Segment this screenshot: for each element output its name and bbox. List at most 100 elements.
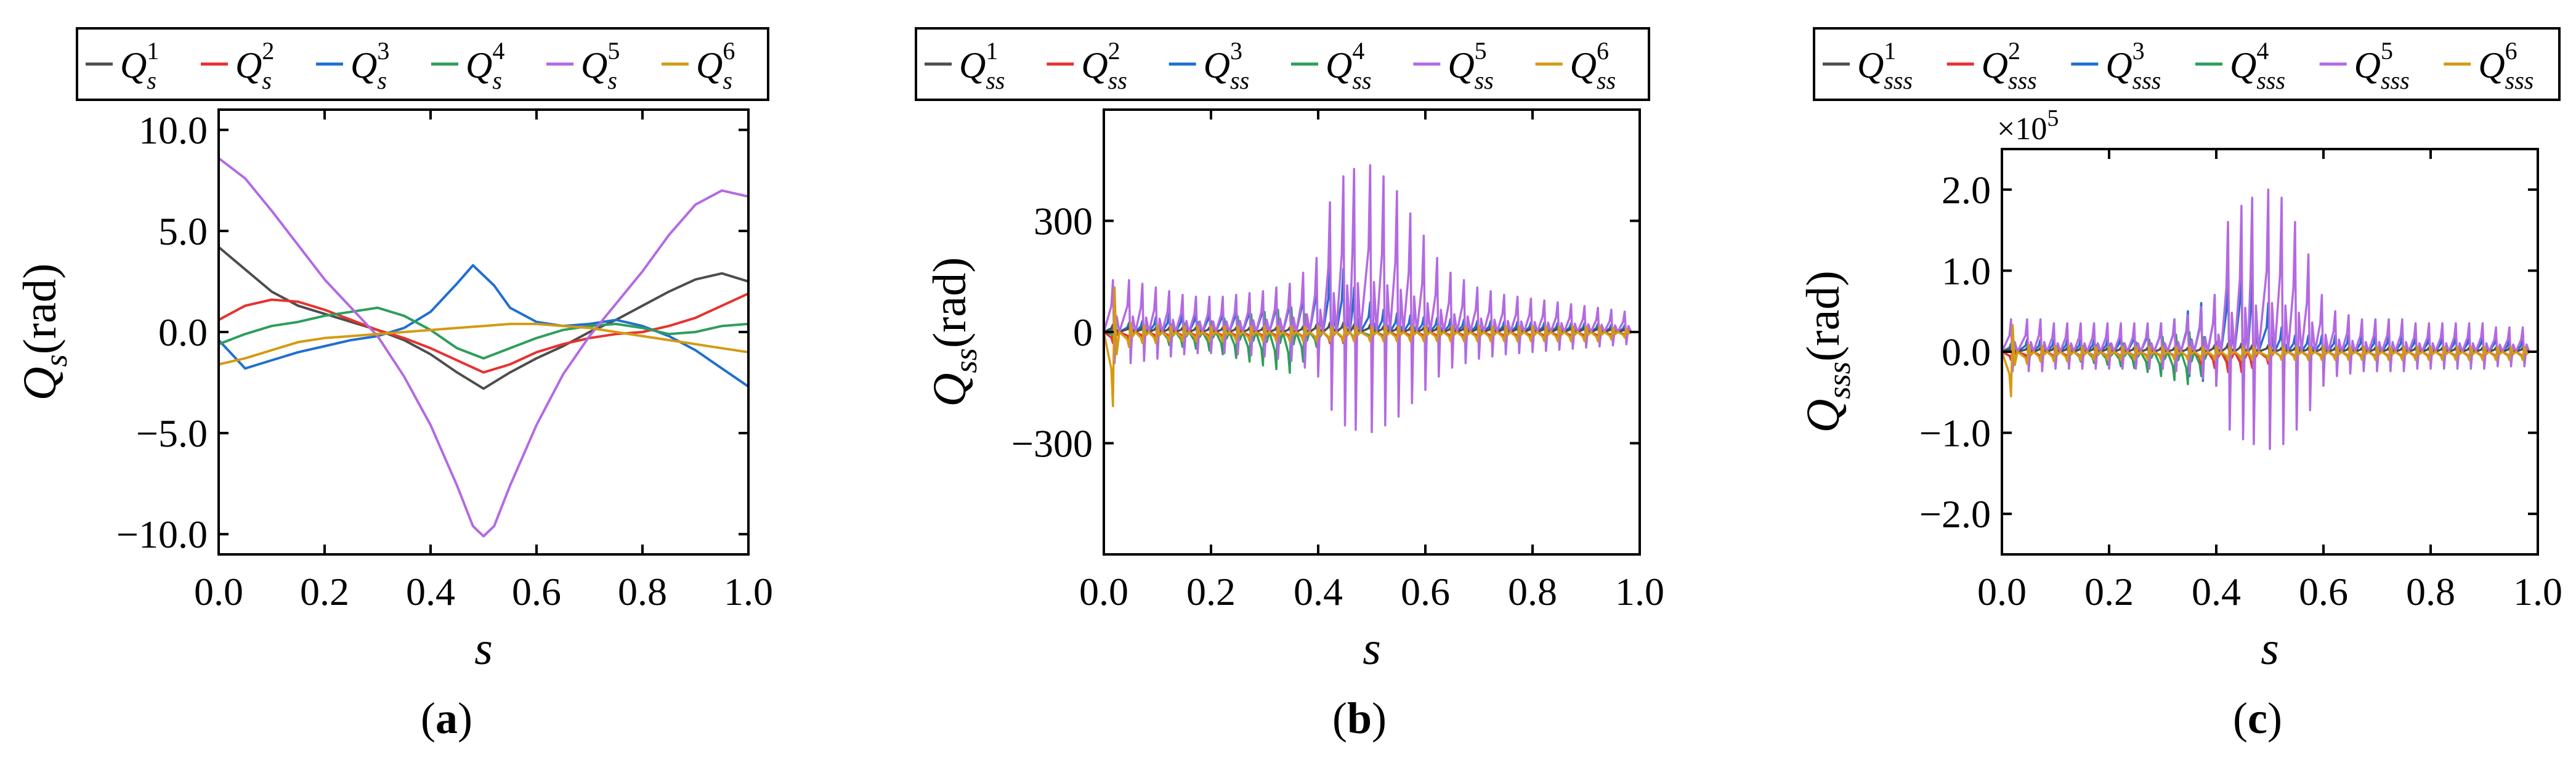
legend-label: Q4 ss [1326,37,1371,94]
x-axis-label: s [1363,623,1381,675]
y-tick-label: 300 [1034,200,1093,243]
legend-box [1813,27,2561,101]
series-group [1104,164,1640,434]
legend-item-2: Q2 s [201,37,274,94]
legend-label: Q6 sss [2478,37,2533,94]
x-tick-label: 0.2 [1186,570,1236,614]
series-line-4 [219,306,748,360]
legend-item-2: Q2 ss [1047,37,1127,94]
axis-offset-label: ×105 [1997,105,2059,147]
x-tick-label: 0.0 [1079,570,1128,614]
series-line-2 [219,292,748,374]
series-line-5 [1104,164,1640,434]
legend-item-4: Q4 ss [1291,37,1371,94]
y-tick-label: 10.0 [139,108,208,152]
legend-item-4: Q4 s [431,37,504,94]
legend-item-6: Q6 sss [2444,37,2533,94]
x-tick-label: 0.2 [300,570,349,614]
legend-label: Q2 sss [1982,37,2037,94]
legend: Q1 sss Q2 sss Q3 sss Q4 sss Q5 sss Q6 sss [1813,27,2561,101]
y-tick-label: 0.0 [158,310,208,354]
series-group [2002,188,2538,450]
series-line-5 [2002,188,2538,450]
x-tick-label: 0.0 [194,570,243,614]
legend: Q1 ss Q2 ss Q3 ss Q4 ss Q5 ss Q6 ss [915,27,1650,101]
y-tick-label: −10.0 [116,513,208,556]
legend-label: Q1 ss [959,37,1005,94]
legend-item-3: Q3 ss [1169,37,1249,94]
x-tick-label: 0.8 [2406,570,2455,614]
legend-label: Q4 sss [2230,37,2285,94]
legend-item-5: Q5 s [546,37,620,94]
legend-item-3: Q3 s [316,37,389,94]
y-axis-label: Qss(rad) [924,257,984,407]
x-tick-label: 0.6 [512,570,561,614]
series-line-6 [219,322,748,366]
legend-item-5: Q5 sss [2319,37,2410,94]
legend-item-3: Q3 sss [2071,37,2161,94]
y-tick-label: 1.0 [1942,249,1991,293]
legend-item-1: Q1 ss [925,37,1005,94]
series-line-5 [219,157,748,538]
x-tick-label: 0.6 [1401,570,1450,614]
legend-label: Q2 ss [1081,37,1127,94]
x-axis-label: s [474,623,493,675]
x-tick-label: 0.8 [618,570,667,614]
legend-label: Q5 ss [1448,37,1493,94]
y-axis-label: Qs(rad) [14,264,74,401]
x-tick-label: 0.4 [2192,570,2241,614]
legend-label: Q5 s [581,37,620,94]
series-line-1 [219,246,748,390]
x-axis-label: s [2261,623,2279,675]
legend-label: Q1 sss [1857,37,1913,94]
y-tick-label: −2.0 [1919,492,1991,536]
y-tick-label: −1.0 [1919,411,1991,455]
y-tick-label: −300 [1011,422,1093,466]
x-tick-label: 1.0 [1615,570,1664,614]
panel-label: (a) [421,694,472,743]
series-group [219,157,748,538]
panel-label: (b) [1332,694,1387,743]
legend-item-1: Q1 sss [1823,37,1913,94]
x-tick-label: 1.0 [2513,570,2562,614]
legend-box [76,27,769,101]
x-tick-label: 0.4 [406,570,455,614]
y-axis-label: Qsss(rad) [1797,270,1857,432]
x-tick-label: 1.0 [724,570,773,614]
legend-label: Q3 ss [1204,37,1249,94]
legend-label: Q2 s [235,37,274,94]
legend-item-2: Q2 sss [1946,37,2037,94]
x-tick-label: 0.0 [1977,570,2027,614]
y-tick-label: 5.0 [158,209,208,253]
legend-item-5: Q5 ss [1413,37,1494,94]
panel-c: 0.0 0.2 0.4 0.6 0.8 1.0 −2.0 −1.0 0.0 1.0 2.0×105 s… [1797,27,2562,743]
series-line-6 [2002,323,2538,398]
panel-a: 0.0 0.2 0.4 0.6 0.8 1.0 −10.0 −5.0 0.0 5.0 10.0 s Qs… [14,27,773,743]
legend: Q1 s Q2 s Q3 s Q4 s Q5 s Q6 s [76,27,769,101]
legend-box [915,27,1650,101]
x-tick-label: 0.2 [2084,570,2134,614]
legend-item-6: Q6 ss [1535,37,1616,94]
series-line-6 [1104,286,1640,408]
legend-label: Q4 s [466,37,504,94]
y-tick-label: 0 [1073,310,1093,354]
legend-label: Q3 sss [2105,37,2161,94]
legend-label: Q6 s [696,37,735,94]
legend-item-1: Q1 s [86,37,159,94]
y-tick-label: 2.0 [1942,168,1991,212]
y-tick-label: −5.0 [136,411,208,455]
x-tick-label: 0.6 [2299,570,2348,614]
legend-label: Q1 s [120,37,159,94]
legend-label: Q3 s [350,37,389,94]
legend-item-4: Q4 sss [2195,37,2285,94]
x-tick-label: 0.4 [1294,570,1343,614]
legend-item-6: Q6 s [662,37,735,94]
panel-label: (c) [2233,694,2282,743]
legend-label: Q6 ss [1570,37,1616,94]
y-tick-label: 0.0 [1942,330,1991,374]
plot-frame [217,108,750,556]
x-tick-label: 0.8 [1508,570,1557,614]
legend-label: Q5 sss [2354,37,2410,94]
